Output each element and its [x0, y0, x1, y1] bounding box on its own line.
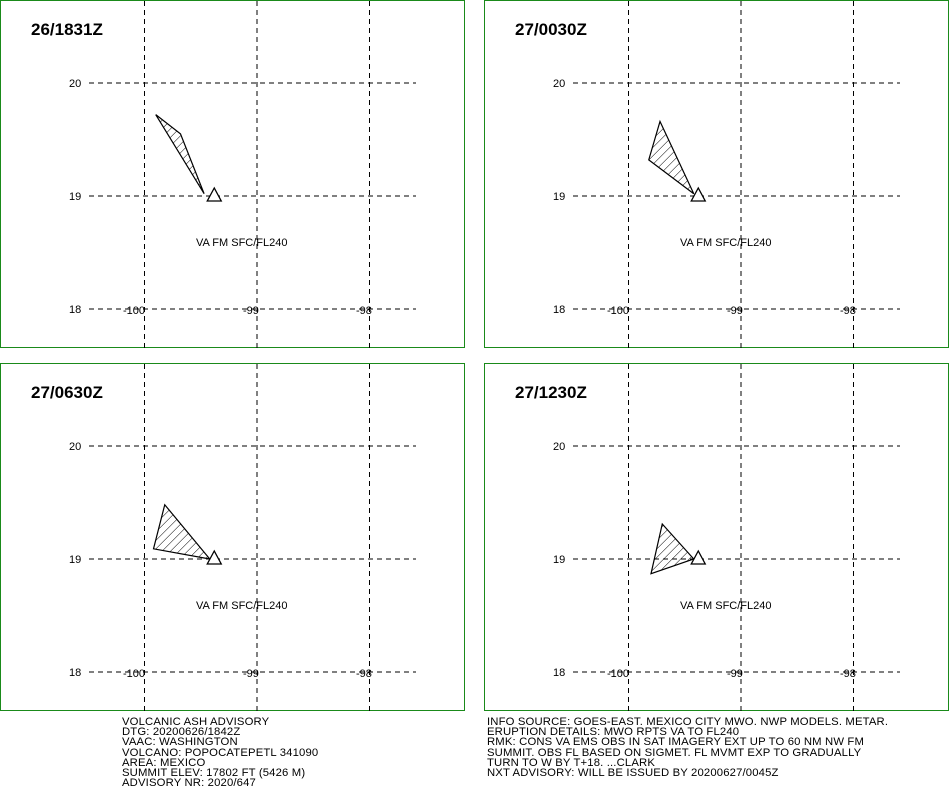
advisory-header-block: VOLCANIC ASH ADVISORY DTG: 20200626/1842… [122, 716, 319, 790]
lon-label-98: -98 [840, 668, 856, 680]
map-canvas-1: 26/1831Z 20 19 18 -100 -99 -98 VA FM SFC… [31, 1, 416, 349]
advisory-line: VAAC: WASHINGTON [122, 736, 238, 749]
lon-label-100: -100 [607, 668, 629, 680]
panel-time-label: 27/1230Z [515, 383, 587, 402]
advisory-line: VOLCANIC ASH ADVISORY [122, 716, 270, 728]
map-panel-3: 27/0630Z 20 19 18 -100 -99 -98 VA FM SFC… [0, 363, 465, 712]
map-canvas-4: 27/1230Z 20 19 18 -100 -99 -98 VA FM SFC… [515, 364, 900, 712]
lon-label-99: -99 [727, 305, 743, 317]
lat-label-19: 19 [69, 191, 81, 203]
lat-label-18: 18 [553, 304, 565, 316]
map-panel-1: 26/1831Z 20 19 18 -100 -99 -98 VA FM SFC… [0, 0, 465, 349]
lon-label-100: -100 [123, 305, 145, 317]
lon-label-98: -98 [356, 305, 372, 317]
map-panel-2: 27/0030Z 20 19 18 -100 -99 -98 VA FM SFC… [484, 0, 949, 349]
triangle-icon [690, 549, 707, 565]
lat-label-20: 20 [553, 78, 565, 90]
map-canvas-3: 27/0630Z 20 19 18 -100 -99 -98 VA FM SFC… [31, 364, 416, 712]
advisory-line: SUMMIT. OBS FL BASED ON SIGMET. FL MVMT … [487, 746, 862, 759]
panel-time-label: 27/0030Z [515, 20, 587, 39]
advisory-line: ADVISORY NR: 2020/647 [122, 777, 256, 790]
map-panel-4: 27/1230Z 20 19 18 -100 -99 -98 VA FM SFC… [484, 363, 949, 712]
lat-label-20: 20 [69, 441, 81, 453]
va-level-label: VA FM SFC/FL240 [680, 237, 772, 249]
advisory-line: SUMMIT ELEV: 17802 FT (5426 M) [122, 767, 306, 780]
lon-label-100: -100 [123, 668, 145, 680]
advisory-line: NXT ADVISORY: WILL BE ISSUED BY 20200627… [487, 767, 779, 780]
advisory-line: ERUPTION DETAILS: MWO RPTS VA TO FL240 [487, 726, 740, 739]
lat-label-19: 19 [69, 554, 81, 566]
lon-label-98: -98 [356, 668, 372, 680]
lon-label-100: -100 [607, 305, 629, 317]
triangle-icon [690, 186, 707, 202]
lat-label-19: 19 [553, 191, 565, 203]
lat-label-18: 18 [69, 667, 81, 679]
advisory-line: TURN TO W BY T+18. ...CLARK [487, 756, 656, 769]
map-canvas-2: 27/0030Z 20 19 18 -100 -99 -98 VA FM SFC… [515, 1, 900, 349]
lat-label-20: 20 [553, 441, 565, 453]
ash-cloud-polygon [648, 119, 695, 195]
va-level-label: VA FM SFC/FL240 [196, 600, 288, 612]
lon-label-99: -99 [727, 668, 743, 680]
advisory-line: DTG: 20200626/1842Z [122, 726, 241, 739]
lon-label-99: -99 [243, 668, 259, 680]
advisory-line: AREA: MEXICO [122, 756, 206, 769]
panel-time-label: 26/1831Z [31, 20, 103, 39]
ash-cloud-polygon [152, 503, 212, 560]
ash-cloud-polygon [155, 114, 205, 195]
lat-label-19: 19 [553, 554, 565, 566]
advisory-line: VOLCANO: POPOCATEPETL 341090 [122, 746, 319, 759]
ash-cloud-polygon [650, 522, 695, 575]
advisory-line: RMK: CONS VA EMS OBS IN SAT IMAGERY EXT … [487, 736, 865, 749]
triangle-icon [206, 186, 223, 202]
va-level-label: VA FM SFC/FL240 [680, 600, 772, 612]
va-level-label: VA FM SFC/FL240 [196, 237, 288, 249]
lon-label-99: -99 [243, 305, 259, 317]
lat-label-18: 18 [69, 304, 81, 316]
lat-label-20: 20 [69, 78, 81, 90]
advisory-remarks-block: INFO SOURCE: GOES-EAST. MEXICO CITY MWO.… [487, 716, 889, 780]
triangle-icon [206, 549, 223, 565]
panel-time-label: 27/0630Z [31, 383, 103, 402]
lon-label-98: -98 [840, 305, 856, 317]
advisory-line: INFO SOURCE: GOES-EAST. MEXICO CITY MWO.… [487, 716, 889, 728]
lat-label-18: 18 [553, 667, 565, 679]
